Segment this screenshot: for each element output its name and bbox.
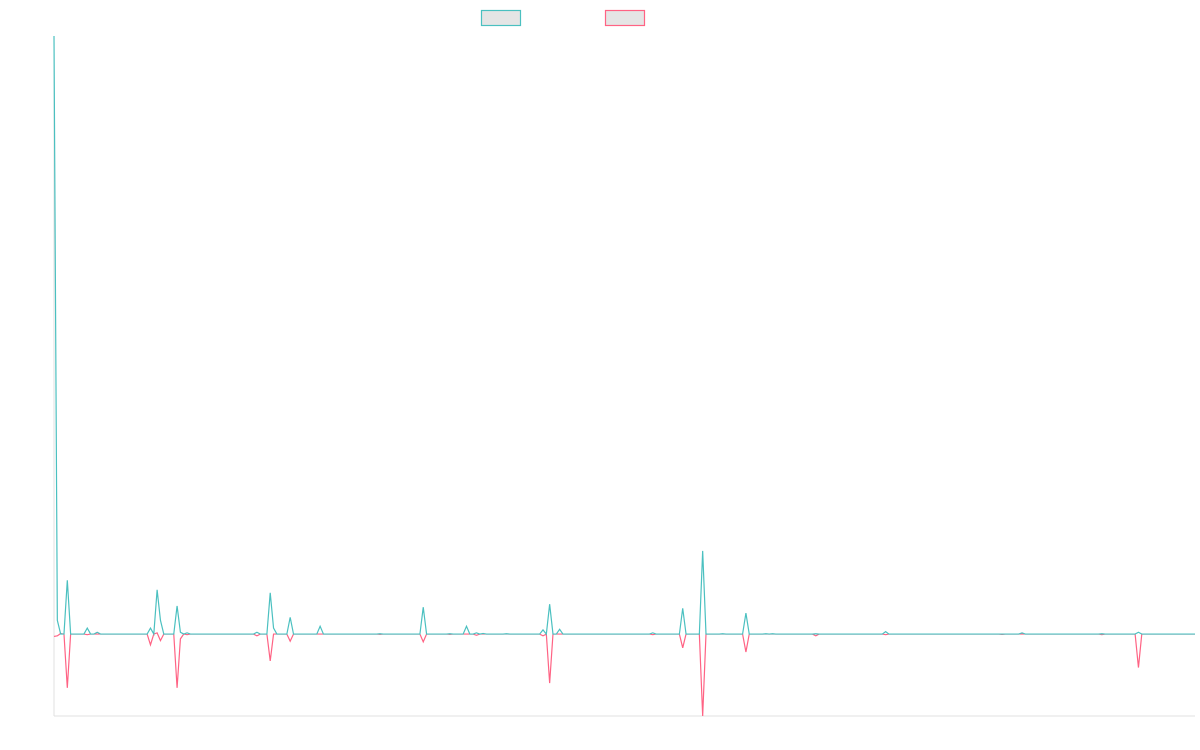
- series-layer: [53, 35, 1195, 717]
- legend-swatch-1[interactable]: [480, 9, 522, 27]
- legend-swatch-2[interactable]: [604, 9, 646, 27]
- series-line-2: [53, 632, 1195, 717]
- series-line-1: [53, 35, 1195, 637]
- legend: [480, 9, 646, 27]
